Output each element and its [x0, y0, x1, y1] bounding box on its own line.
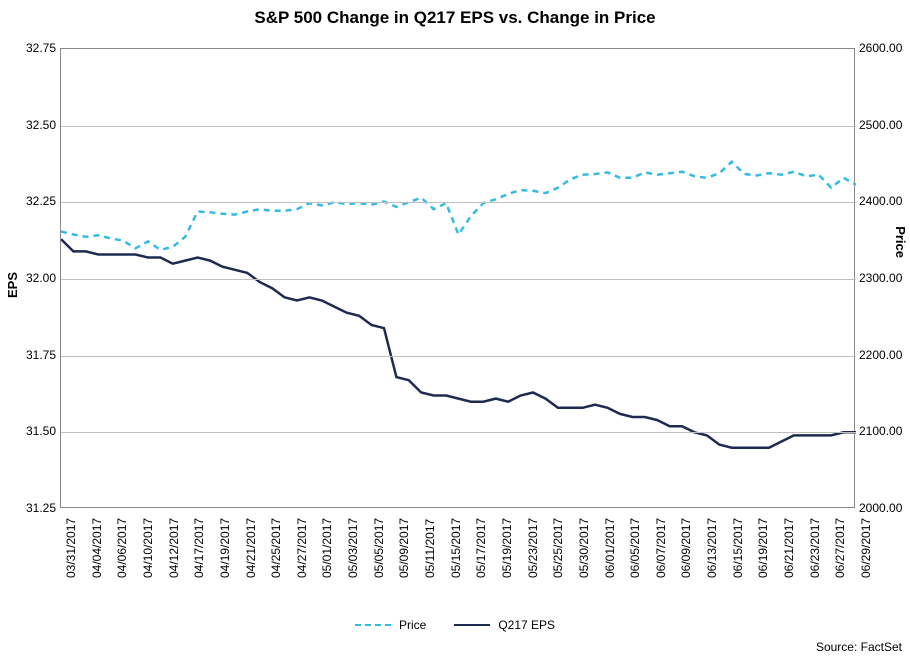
x-tick: 06/27/2017	[833, 518, 847, 578]
grid-line	[61, 356, 856, 357]
grid-line	[61, 202, 856, 203]
x-tick: 06/19/2017	[756, 518, 770, 578]
x-tick: 06/13/2017	[705, 518, 719, 578]
y-left-tick: 32.50	[12, 118, 56, 132]
x-tick: 05/05/2017	[372, 518, 386, 578]
x-tick: 06/09/2017	[679, 518, 693, 578]
legend-label: Q217 EPS	[498, 618, 555, 632]
x-tick: 06/15/2017	[731, 518, 745, 578]
source-text: Source: FactSet	[816, 640, 902, 654]
y-axis-right-label: Price	[893, 226, 908, 258]
series-price	[61, 162, 856, 250]
x-tick: 05/17/2017	[474, 518, 488, 578]
plot-area	[60, 48, 855, 508]
x-tick: 04/10/2017	[141, 518, 155, 578]
x-tick: 04/25/2017	[269, 518, 283, 578]
y-right-tick: 2600.00	[859, 41, 902, 55]
y-right-tick: 2100.00	[859, 424, 902, 438]
x-tick: 05/11/2017	[423, 519, 437, 578]
y-left-tick: 32.75	[12, 41, 56, 55]
x-tick: 04/27/2017	[295, 518, 309, 578]
x-tick: 05/15/2017	[449, 518, 463, 578]
legend-swatch	[355, 624, 391, 626]
x-tick: 04/19/2017	[218, 518, 232, 578]
y-left-tick: 32.25	[12, 194, 56, 208]
y-left-tick: 31.50	[12, 424, 56, 438]
x-tick: 06/29/2017	[859, 518, 873, 578]
legend-label: Price	[399, 618, 426, 632]
x-tick: 05/30/2017	[577, 518, 591, 578]
x-tick: 04/12/2017	[167, 518, 181, 578]
x-tick: 06/01/2017	[603, 518, 617, 578]
y-right-tick: 2500.00	[859, 118, 902, 132]
x-tick: 04/04/2017	[90, 518, 104, 578]
x-tick: 04/06/2017	[115, 518, 129, 578]
x-tick: 05/09/2017	[397, 518, 411, 578]
x-tick: 05/23/2017	[526, 518, 540, 578]
series-q217-eps	[61, 239, 856, 448]
x-tick: 06/05/2017	[628, 518, 642, 578]
x-tick: 06/21/2017	[782, 518, 796, 578]
y-left-tick: 31.75	[12, 348, 56, 362]
legend-item-price: Price	[355, 618, 426, 632]
grid-line	[61, 432, 856, 433]
grid-line	[61, 279, 856, 280]
x-tick: 05/03/2017	[346, 518, 360, 578]
y-right-tick: 2200.00	[859, 348, 902, 362]
x-tick: 04/17/2017	[192, 518, 206, 578]
grid-line	[61, 126, 856, 127]
y-left-tick: 31.25	[12, 501, 56, 515]
x-tick: 05/01/2017	[320, 518, 334, 578]
chart-title: S&P 500 Change in Q217 EPS vs. Change in…	[0, 8, 910, 28]
y-right-tick: 2300.00	[859, 271, 902, 285]
y-right-tick: 2400.00	[859, 194, 902, 208]
x-tick: 04/21/2017	[244, 518, 258, 578]
x-tick: 06/07/2017	[654, 518, 668, 578]
x-tick: 03/31/2017	[64, 518, 78, 578]
legend-swatch	[454, 624, 490, 626]
y-right-tick: 2000.00	[859, 501, 902, 515]
legend: Price Q217 EPS	[0, 615, 910, 632]
y-left-tick: 32.00	[12, 271, 56, 285]
legend-item-q217-eps: Q217 EPS	[454, 618, 555, 632]
x-tick: 06/23/2017	[808, 518, 822, 578]
x-tick: 05/19/2017	[500, 518, 514, 578]
x-tick: 05/25/2017	[551, 518, 565, 578]
